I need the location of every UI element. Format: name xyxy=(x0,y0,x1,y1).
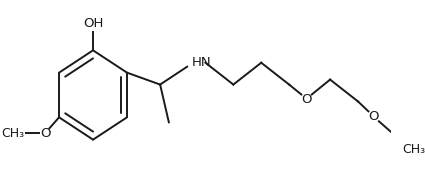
Text: O: O xyxy=(368,110,379,123)
Text: HN: HN xyxy=(192,56,211,69)
Text: CH₃: CH₃ xyxy=(402,143,425,156)
Text: OH: OH xyxy=(83,17,103,31)
Text: O: O xyxy=(301,93,312,106)
Text: O: O xyxy=(40,127,51,140)
Text: CH₃: CH₃ xyxy=(1,127,24,140)
